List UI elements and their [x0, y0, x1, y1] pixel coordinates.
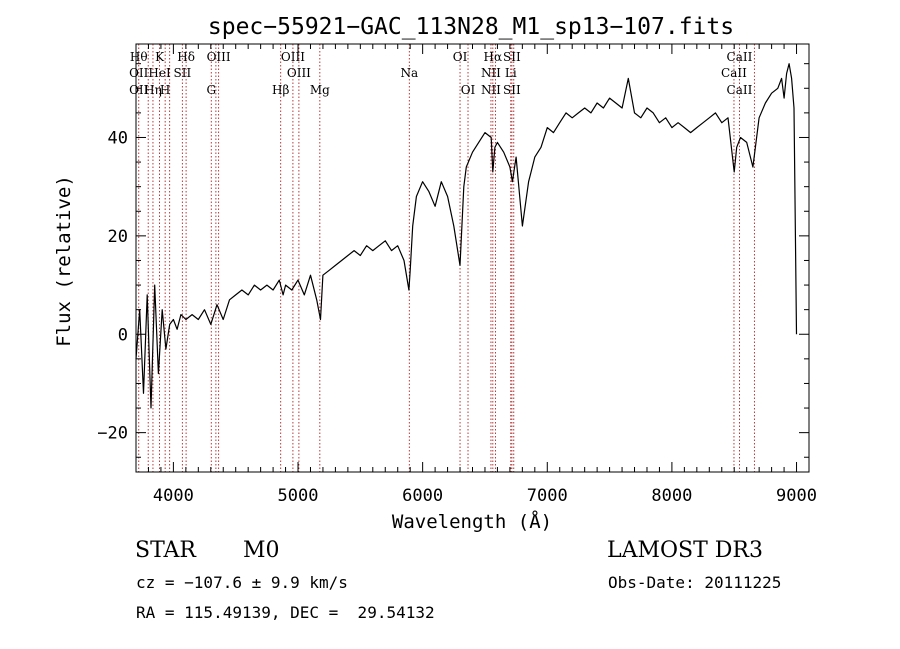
line-label: OIII — [207, 50, 231, 64]
spectrum-line — [135, 63, 798, 409]
line-label: Hθ — [130, 50, 148, 64]
line-label: SII — [503, 83, 521, 97]
y-tick-label: −20 — [97, 424, 128, 444]
y-axis-label: Flux (relative) — [53, 175, 75, 347]
x-tick-label: 6000 — [402, 486, 443, 506]
x-axis-label: Wavelength (Å) — [392, 510, 552, 533]
line-label: Mg — [310, 83, 330, 97]
line-label: OI — [453, 50, 468, 64]
line-label: Hβ — [272, 83, 289, 97]
line-label: Na — [400, 66, 418, 80]
x-axis: 4000 5000 6000 7000 8000 9000 — [135, 44, 817, 506]
obs-date-text: Obs-Date: 20111225 — [608, 573, 782, 592]
line-label: OII — [129, 83, 149, 97]
line-label: Li — [505, 66, 517, 80]
line-label: CaII — [727, 50, 753, 64]
x-tick-label: 8000 — [651, 486, 692, 506]
line-label: NII — [481, 66, 501, 80]
line-label: OIII — [287, 66, 311, 80]
line-label: OIII — [281, 50, 305, 64]
redshift-text: cz = −107.6 ± 9.9 km/s — [136, 573, 348, 592]
line-label: SII — [174, 66, 192, 80]
x-tick-label: 4000 — [153, 486, 194, 506]
line-label: Hδ — [177, 50, 195, 64]
plot-frame — [135, 43, 810, 473]
line-label: HeI — [148, 66, 171, 80]
line-label: OI — [461, 83, 476, 97]
object-subclass: M0 — [243, 538, 280, 563]
line-label: H — [160, 83, 170, 97]
line-label: CaII — [721, 66, 747, 80]
coordinates-text: RA = 115.49139, DEC = 29.54132 — [136, 603, 435, 622]
chart-title: spec−55921−GAC_113N28_M1_sp13−107.fits — [208, 14, 734, 40]
y-tick-label: 0 — [118, 325, 128, 345]
y-tick-label: 40 — [108, 128, 128, 148]
y-axis: −20 0 20 40 — [97, 63, 809, 458]
line-label: OII — [129, 66, 149, 80]
line-label: Hη — [144, 83, 162, 97]
line-label: SII — [503, 50, 521, 64]
line-label: Hα — [484, 50, 503, 64]
spectral-line-markers — [138, 44, 755, 472]
x-tick-label: 7000 — [527, 486, 568, 506]
line-label: CaII — [727, 83, 753, 97]
x-tick-label: 9000 — [776, 486, 817, 506]
line-label: G — [206, 83, 216, 97]
line-label: NII — [481, 83, 501, 97]
object-class: STAR — [135, 538, 196, 563]
x-tick-label: 5000 — [278, 486, 319, 506]
line-label: K — [155, 50, 165, 64]
y-tick-label: 20 — [108, 227, 128, 247]
survey-name: LAMOST DR3 — [607, 538, 763, 563]
